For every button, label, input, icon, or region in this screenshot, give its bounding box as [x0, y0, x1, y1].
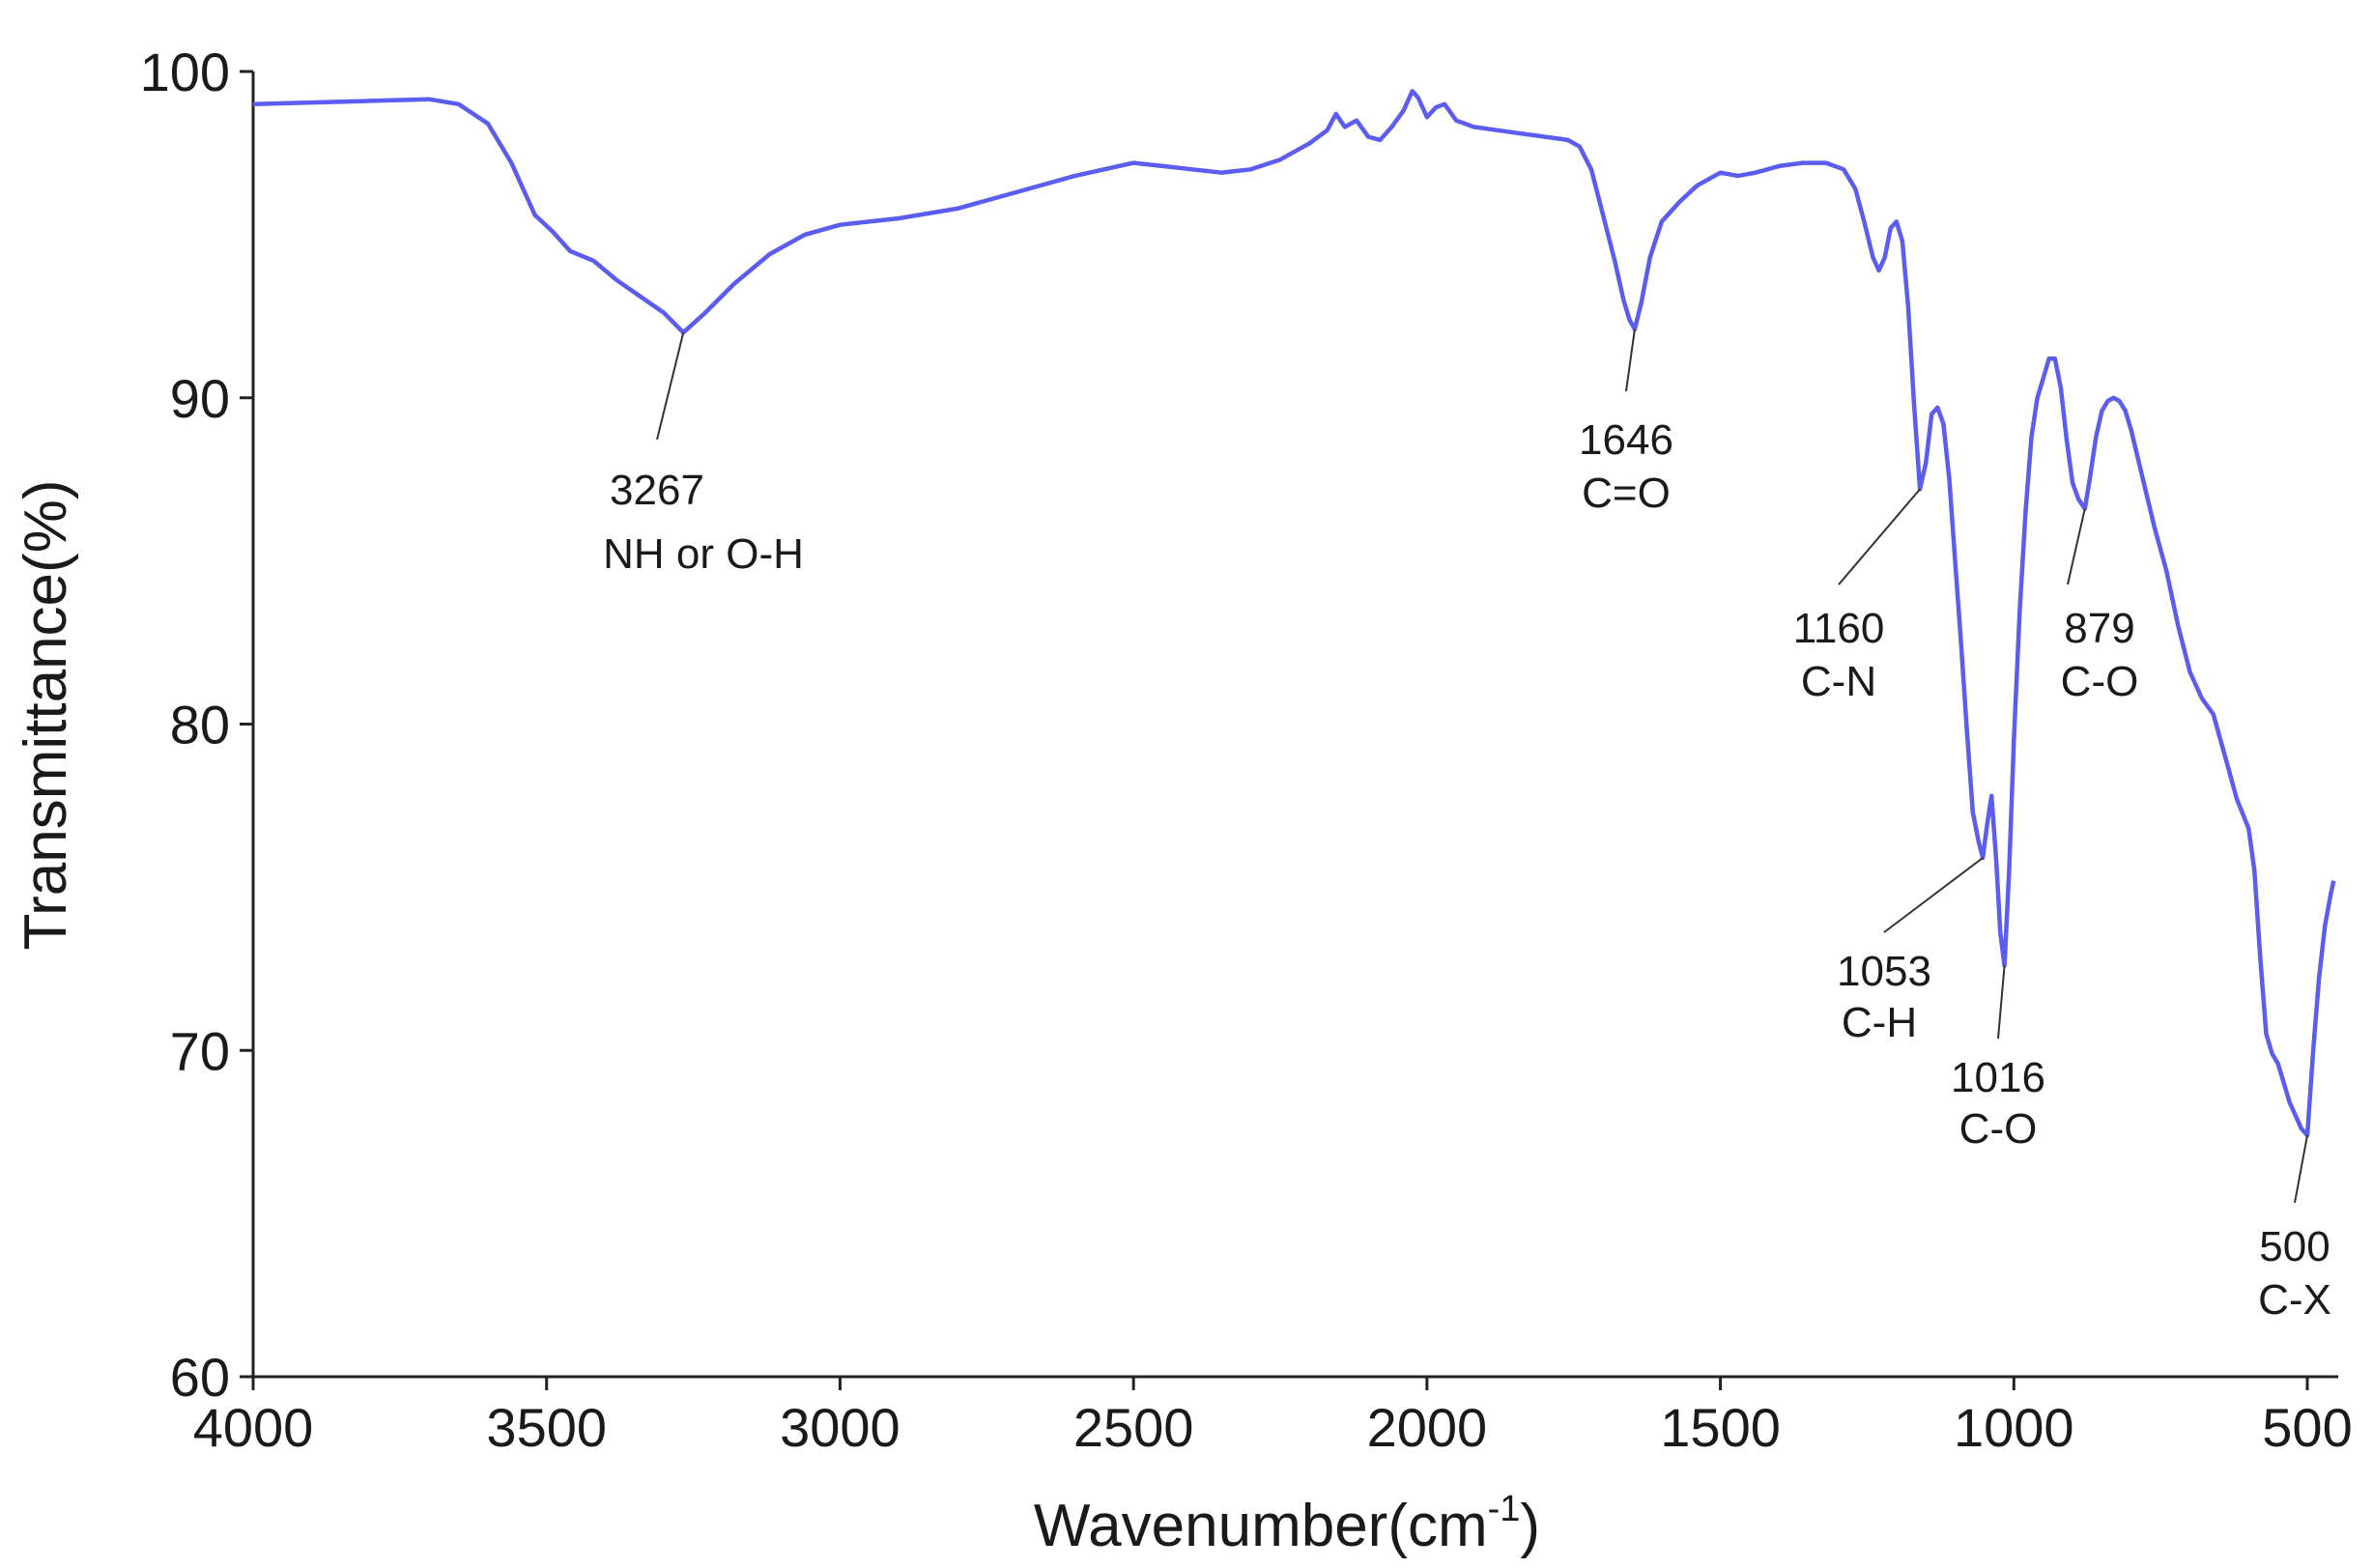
annotation-leader	[1625, 328, 1636, 392]
y-tick-label: 100	[140, 42, 230, 102]
annotation-bond: C-H	[1842, 999, 1917, 1046]
annotation-bond: C-N	[1801, 658, 1876, 705]
annotation-wavenumber: 500	[2259, 1223, 2330, 1270]
x-axis-title-end: )	[1520, 1493, 1540, 1559]
annotation-bond: C-X	[2258, 1276, 2331, 1324]
annotations: 3267 NH or O-H 1646 C=O 1160 C-N 879 C-O 1053C-H…	[603, 328, 2331, 1324]
annotation-leader	[1838, 488, 1921, 585]
annotation-leader	[2067, 508, 2086, 585]
annotation-wavenumber: 1160	[1793, 605, 1885, 652]
annotation-bond: C-O	[2061, 658, 2139, 705]
y-tick-label: 60	[170, 1347, 230, 1408]
y-tick-label: 70	[170, 1020, 230, 1081]
y-tick-label: 90	[170, 368, 230, 429]
spectrum-line	[252, 89, 2336, 1138]
axes	[251, 71, 2338, 1379]
y-tick-label: 80	[170, 695, 230, 755]
x-tick-label: 3500	[486, 1397, 607, 1458]
annotation-wavenumber: 1053	[1837, 948, 1931, 995]
x-tick-label: 1500	[1660, 1397, 1781, 1458]
annotation-leader	[1997, 965, 2006, 1040]
annotation-bond: C-O	[1959, 1105, 2038, 1153]
x-tick-label: 3000	[780, 1397, 901, 1458]
x-tick-label: 1000	[1954, 1397, 2074, 1458]
annotation-wavenumber: 3267	[610, 467, 704, 514]
x-tick-label: 4000	[193, 1397, 314, 1458]
annotation-leader	[656, 331, 685, 441]
y-axis-title: Transmittance(%)	[13, 480, 79, 951]
annotation-leader	[1883, 857, 1984, 933]
annotation-wavenumber: 1016	[1951, 1054, 2045, 1101]
x-tick-label: 2500	[1073, 1397, 1194, 1458]
x-tick-label: 2000	[1367, 1397, 1488, 1458]
plot-area	[252, 89, 2336, 1138]
annotation-bond: NH or O-H	[603, 530, 804, 578]
x-axis-title-superscript: -1	[1488, 1489, 1521, 1529]
x-tick-label: 500	[2262, 1397, 2352, 1458]
annotation-bond: C=O	[1582, 470, 1671, 517]
x-axis-title: Wavenumber(cm-1)	[1034, 1489, 1540, 1559]
annotation-wavenumber: 879	[2064, 605, 2134, 652]
annotation-wavenumber: 1646	[1579, 416, 1673, 464]
ticks: 4000 3500 3000 2500 2000 1500 1000 500 60 70 80 90 1…	[140, 42, 2353, 1458]
annotation-leader	[2294, 1134, 2308, 1204]
